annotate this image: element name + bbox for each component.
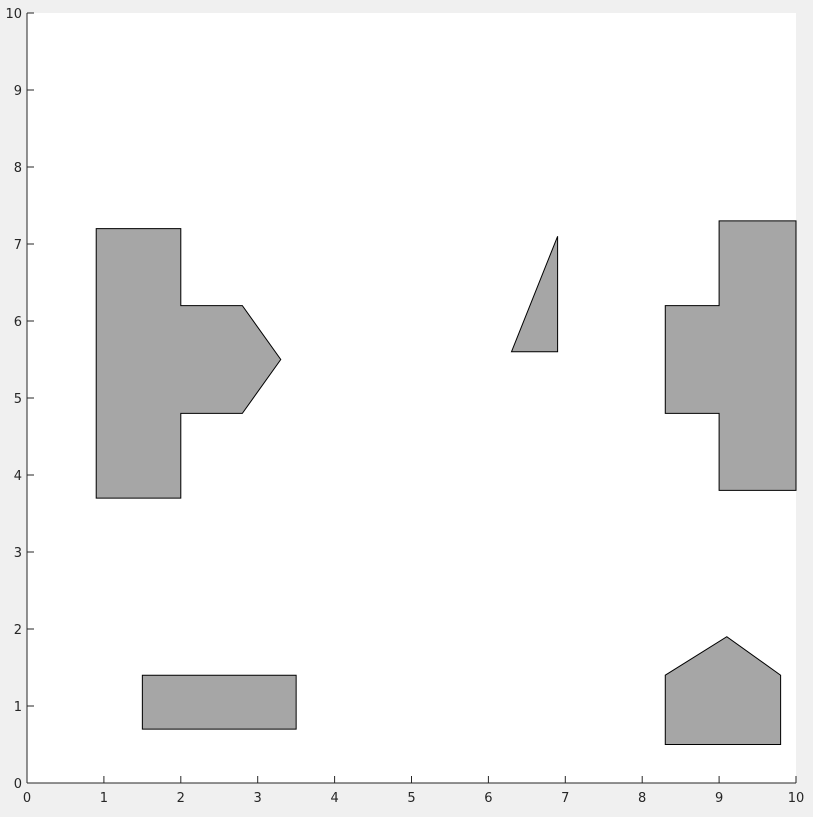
y-tick-label: 1 [14, 700, 22, 715]
left-cross-shape [95, 228, 282, 499]
y-tick-label: 10 [5, 7, 22, 22]
y-tick-label: 0 [14, 777, 22, 792]
x-tick-label: 9 [715, 791, 723, 806]
y-tick-label: 5 [14, 392, 22, 407]
x-tick-label: 2 [177, 791, 185, 806]
rectangle-shape [141, 674, 297, 730]
obstacle-polygons [95, 220, 797, 745]
y-tick-label: 3 [14, 546, 22, 561]
x-tick-label: 3 [254, 791, 262, 806]
x-tick-label: 4 [330, 791, 338, 806]
right-t-shape [664, 220, 797, 491]
y-tick-label: 7 [14, 238, 22, 253]
x-tick-label: 0 [23, 791, 31, 806]
triangle-shape [510, 236, 559, 353]
x-tick-label: 8 [638, 791, 646, 806]
x-tick-label: 1 [100, 791, 108, 806]
y-tick-label: 4 [14, 469, 22, 484]
y-axis-ticks: 0 1 2 3 4 5 6 7 8 9 10 [5, 7, 34, 792]
pentagon-shape [664, 636, 782, 745]
x-axis-ticks: 0 1 2 3 4 5 6 7 8 9 10 [23, 776, 804, 806]
x-tick-label: 5 [407, 791, 415, 806]
x-tick-label: 7 [561, 791, 569, 806]
y-tick-label: 8 [14, 161, 22, 176]
y-tick-label: 2 [14, 623, 22, 638]
x-tick-label: 6 [484, 791, 492, 806]
y-tick-label: 9 [14, 84, 22, 99]
y-tick-label: 6 [14, 315, 22, 330]
x-tick-label: 10 [788, 791, 805, 806]
